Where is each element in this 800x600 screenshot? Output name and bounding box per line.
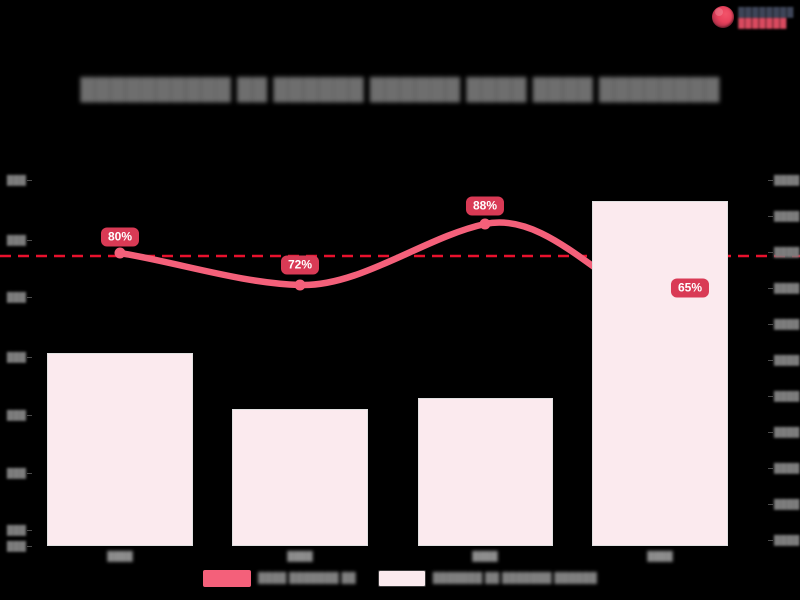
left-axis-tick (27, 530, 32, 531)
left-axis-tick (27, 473, 32, 474)
bar-1[interactable] (47, 353, 193, 546)
brand-logo-icon (712, 6, 735, 28)
line-series-path (116, 219, 664, 312)
right-axis-label: ████ (774, 463, 800, 473)
brand-logo-line1: ████████ (738, 6, 794, 17)
legend-swatch-bar-icon (377, 570, 426, 587)
left-axis-tick (27, 297, 32, 298)
right-axis-label: ████ (774, 247, 800, 257)
left-axis-tick (27, 180, 32, 181)
line-point-3[interactable] (479, 218, 491, 230)
legend-item-line[interactable]: ████ ███████ ██ (203, 570, 356, 587)
right-axis-tick (768, 360, 773, 361)
right-axis-label: ████ (774, 391, 800, 401)
legend-swatch-line-icon (203, 570, 252, 587)
chart-legend: ████ ███████ ██ ███████ ██ ███████ █████… (0, 570, 800, 587)
left-axis-tick (27, 546, 32, 547)
legend-label-line: ████ ███████ ██ (258, 573, 356, 584)
data-label-4: 65% (670, 278, 710, 298)
right-axis-tick (768, 396, 773, 397)
x-axis-label: ████ (647, 551, 673, 561)
left-axis-label: ███ (6, 541, 26, 551)
right-axis-tick (768, 540, 773, 541)
left-axis-label: ███ (6, 292, 26, 302)
x-axis-label: ████ (107, 551, 133, 561)
data-label-2: 72% (280, 255, 320, 275)
bar-2[interactable] (232, 409, 368, 546)
data-label-1: 80% (100, 227, 140, 247)
left-axis-label: ███ (6, 235, 26, 245)
left-axis-tick (27, 357, 32, 358)
right-axis-tick (768, 288, 773, 289)
left-axis-label: ███ (6, 525, 26, 535)
x-axis-label: ████ (472, 551, 498, 561)
right-axis-label: ████ (774, 283, 800, 293)
data-label-3: 88% (465, 196, 505, 216)
right-axis-label: ████ (774, 535, 800, 545)
brand-logo-line2: ███████ (738, 17, 788, 28)
right-axis-tick (768, 252, 773, 253)
right-axis-label: ████ (774, 319, 800, 329)
left-axis-tick (27, 415, 32, 416)
left-axis-label: ███ (6, 352, 26, 362)
right-axis-tick (768, 504, 773, 505)
line-point-2[interactable] (294, 279, 306, 291)
right-axis-tick (768, 216, 773, 217)
right-axis-label: ████ (774, 427, 800, 437)
plot-area: ███ ███ ███ ███ ███ ███ ███ ███ ████ ████ ████ ████… (0, 175, 800, 561)
left-axis-tick (27, 240, 32, 241)
brand-logo-text: ████████ ███████ (738, 7, 794, 28)
left-axis-label: ███ (6, 468, 26, 478)
right-axis-label: ████ (774, 355, 800, 365)
right-axis-label: ████ (774, 175, 800, 185)
left-axis-label: ███ (6, 410, 26, 420)
chart-title: ██████████ ██ ██████ ██████ ████ ████ ██… (80, 78, 720, 101)
bar-3[interactable] (418, 398, 553, 546)
right-axis-label: ████ (774, 211, 800, 221)
right-axis-tick (768, 180, 773, 181)
legend-label-bar: ███████ ██ ███████ ██████ (432, 573, 597, 584)
right-axis-tick (768, 468, 773, 469)
right-axis-tick (768, 432, 773, 433)
brand-logo: ████████ ███████ (712, 4, 794, 30)
right-axis-tick (768, 324, 773, 325)
right-axis-label: ████ (774, 499, 800, 509)
line-point-1[interactable] (114, 247, 126, 259)
left-axis-label: ███ (6, 175, 26, 185)
line-series-markers (114, 218, 667, 315)
x-axis-label: ████ (287, 551, 313, 561)
legend-item-bar[interactable]: ███████ ██ ███████ ██████ (377, 570, 597, 587)
bar-4[interactable] (592, 201, 728, 546)
